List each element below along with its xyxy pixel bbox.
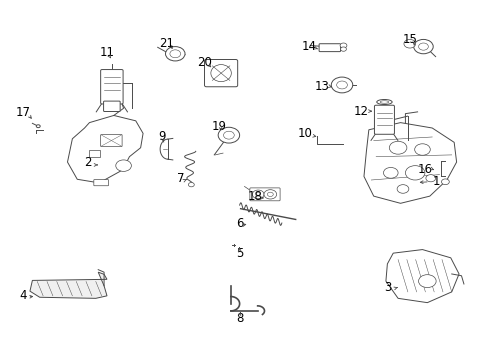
- Text: 12: 12: [353, 105, 368, 118]
- Circle shape: [441, 179, 448, 185]
- Text: 3: 3: [384, 281, 391, 294]
- Text: 15: 15: [402, 33, 417, 46]
- FancyBboxPatch shape: [101, 134, 122, 147]
- FancyBboxPatch shape: [204, 59, 237, 87]
- Circle shape: [418, 43, 427, 50]
- Text: 14: 14: [301, 40, 316, 53]
- Circle shape: [267, 192, 273, 197]
- FancyBboxPatch shape: [319, 44, 340, 51]
- Text: 17: 17: [16, 106, 31, 119]
- Polygon shape: [67, 116, 143, 183]
- Polygon shape: [363, 123, 456, 203]
- Circle shape: [223, 131, 234, 139]
- Circle shape: [425, 175, 435, 182]
- Polygon shape: [385, 249, 458, 303]
- Circle shape: [188, 183, 194, 187]
- Text: 6: 6: [235, 216, 243, 230]
- FancyBboxPatch shape: [374, 105, 394, 134]
- Circle shape: [165, 46, 184, 61]
- Circle shape: [255, 193, 260, 196]
- FancyBboxPatch shape: [249, 188, 280, 201]
- Circle shape: [405, 166, 424, 180]
- Circle shape: [218, 127, 239, 143]
- Text: 21: 21: [159, 36, 174, 50]
- Circle shape: [264, 190, 276, 199]
- Circle shape: [339, 43, 346, 48]
- Circle shape: [330, 77, 352, 93]
- Text: 5: 5: [235, 247, 243, 260]
- Circle shape: [336, 81, 346, 89]
- Text: 7: 7: [177, 172, 184, 185]
- Bar: [89, 150, 100, 157]
- Circle shape: [252, 190, 264, 199]
- Text: 19: 19: [211, 120, 226, 133]
- FancyBboxPatch shape: [101, 69, 123, 104]
- Circle shape: [340, 47, 346, 51]
- Circle shape: [396, 185, 408, 193]
- Text: 1: 1: [432, 175, 440, 188]
- Text: 8: 8: [235, 311, 243, 325]
- Text: 18: 18: [247, 190, 262, 203]
- Circle shape: [388, 141, 406, 154]
- Circle shape: [414, 144, 429, 155]
- Text: 2: 2: [83, 156, 91, 169]
- FancyBboxPatch shape: [103, 101, 120, 112]
- Text: 4: 4: [19, 289, 26, 302]
- Text: 16: 16: [417, 163, 431, 176]
- Ellipse shape: [210, 64, 231, 82]
- Circle shape: [383, 167, 397, 178]
- Circle shape: [418, 275, 435, 288]
- Polygon shape: [30, 272, 107, 298]
- Ellipse shape: [376, 99, 391, 104]
- Text: 9: 9: [158, 130, 165, 144]
- Circle shape: [413, 40, 432, 54]
- Ellipse shape: [379, 101, 388, 103]
- Text: 13: 13: [314, 80, 329, 93]
- Circle shape: [36, 125, 40, 128]
- Circle shape: [116, 160, 131, 171]
- Text: 20: 20: [197, 56, 211, 69]
- Text: 10: 10: [297, 127, 312, 140]
- Text: 11: 11: [99, 46, 114, 59]
- Circle shape: [403, 40, 415, 48]
- Circle shape: [169, 50, 180, 58]
- FancyBboxPatch shape: [94, 180, 108, 186]
